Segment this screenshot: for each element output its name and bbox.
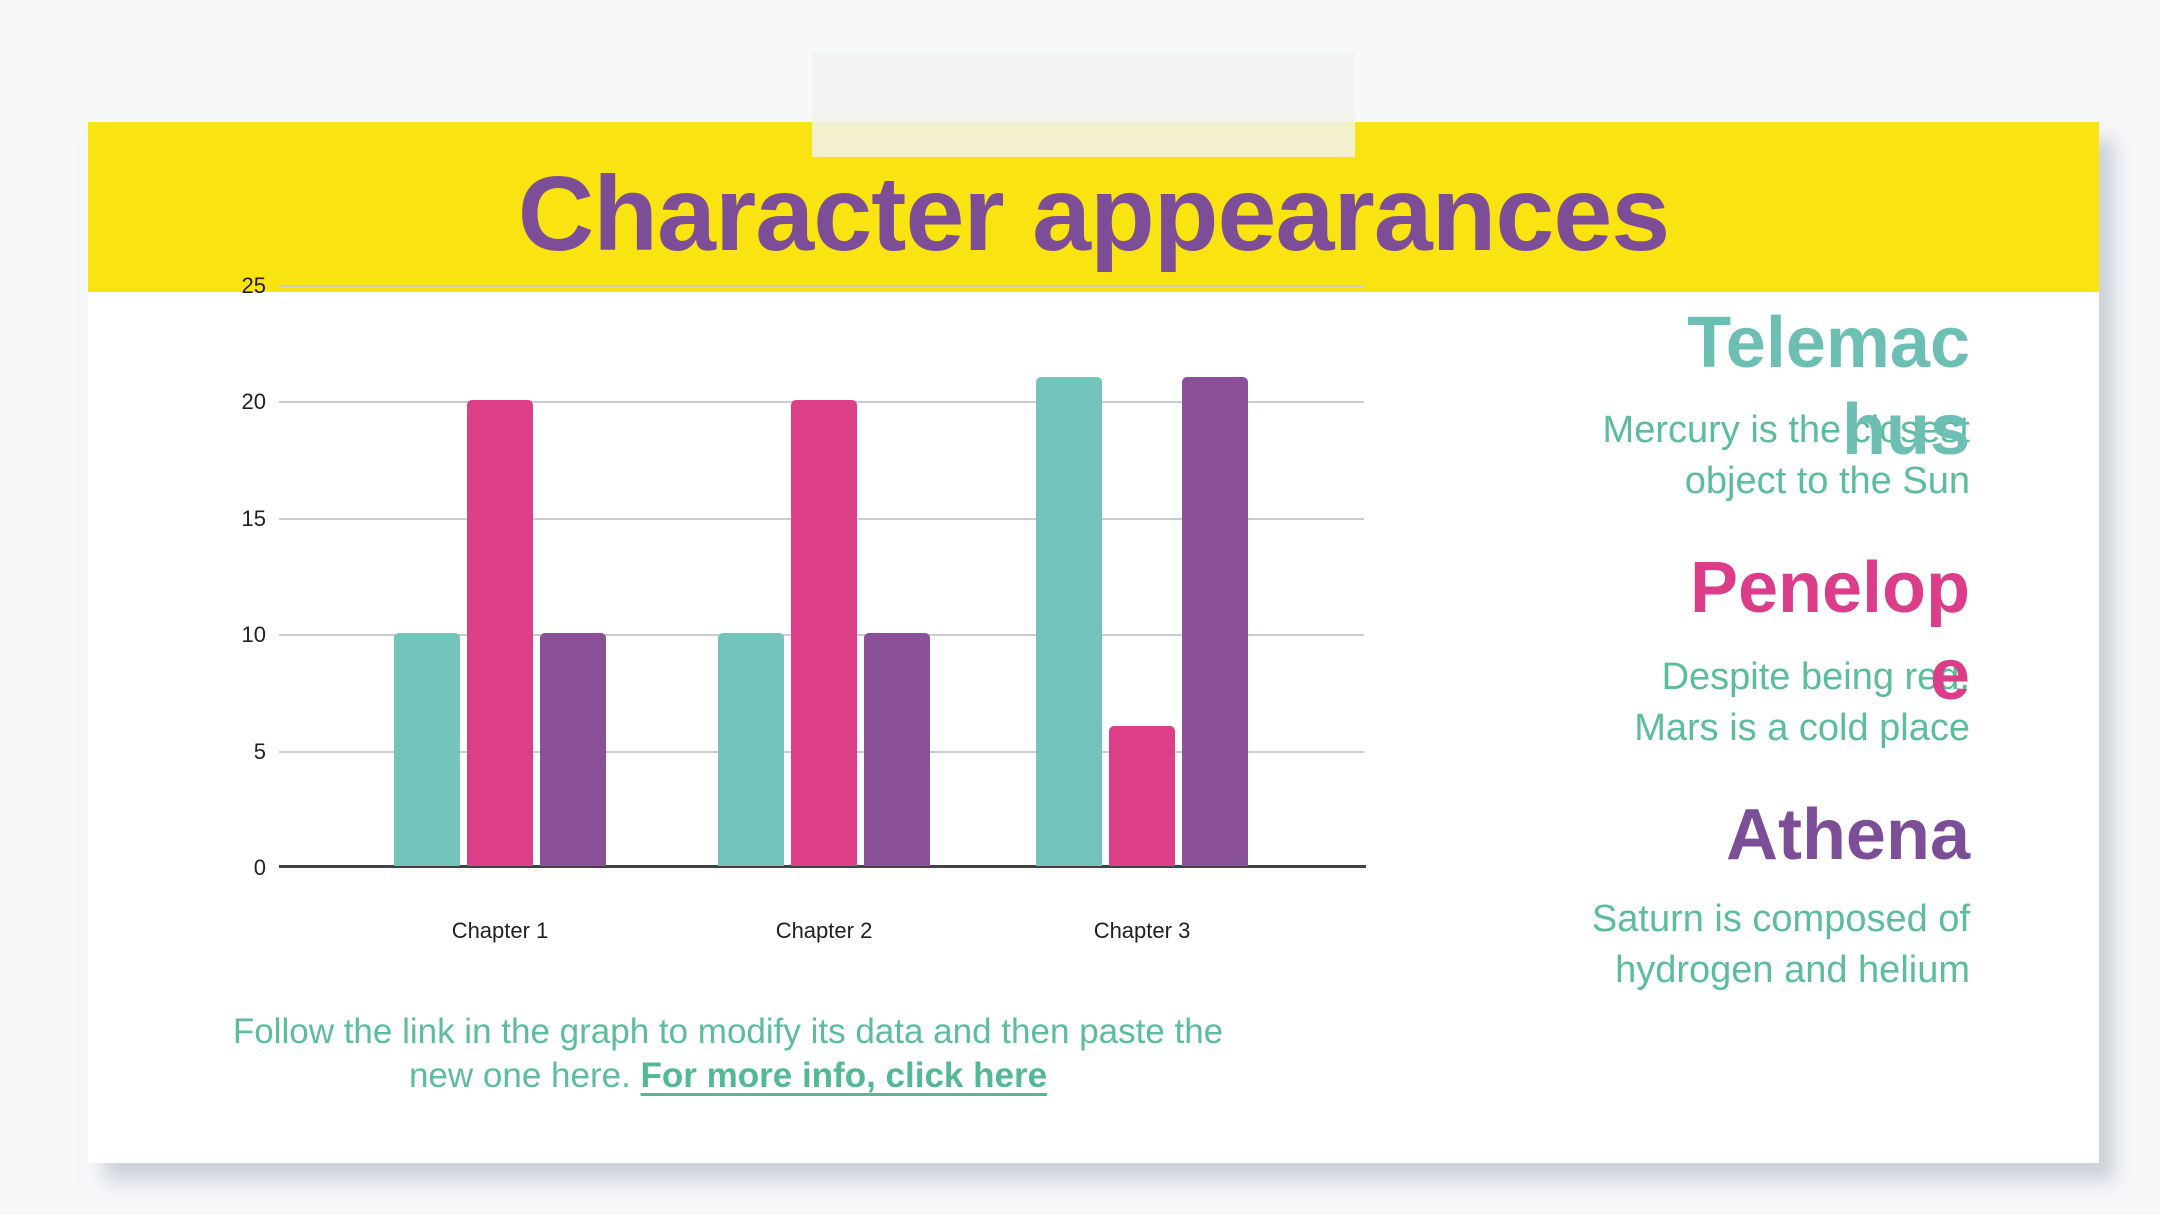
y-axis-label: 25 xyxy=(241,273,266,298)
y-axis-label: 10 xyxy=(241,622,266,648)
y-axis-label: 5 xyxy=(253,738,266,764)
character-description-telemachus: Mercury is the closest object to the Sun xyxy=(1602,409,1970,502)
footnote-text-line2-prefix: new one here. xyxy=(408,1056,641,1095)
y-axis-label: 20 xyxy=(241,389,266,415)
bar-telemachus-chapter-3 xyxy=(1036,377,1102,866)
bar-penelope-chapter-1 xyxy=(467,400,533,866)
bar-penelope-chapter-2 xyxy=(791,400,857,866)
y-axis-label: 15 xyxy=(241,505,266,531)
bar-penelope-chapter-3 xyxy=(1109,726,1175,866)
y-axis-label: 0 xyxy=(253,855,266,880)
x-axis-line xyxy=(279,865,1366,868)
character-heading-penelope: Penelop e xyxy=(1689,548,1970,715)
slide-canvas: Character appearances 0 5 10 15 20 25 Chapter … xyxy=(88,122,2099,1163)
character-heading-telemachus: Telemac hus xyxy=(1687,303,1970,470)
x-axis-label: Chapter 2 xyxy=(775,918,873,943)
embedded-bar-chart: 0 5 10 15 20 25 Chapter 1 Chapter 2 Chapter 3 xyxy=(242,273,1366,943)
bar-athena-chapter-1 xyxy=(540,633,606,866)
slide-title: Character appearances xyxy=(517,154,1671,273)
bar-telemachus-chapter-2 xyxy=(718,633,784,866)
character-description-penelope: Despite being red, Mars is a cold place xyxy=(1634,656,1970,749)
gridline xyxy=(279,285,1364,287)
bar-athena-chapter-2 xyxy=(864,633,930,866)
washi-tape xyxy=(812,52,1355,157)
character-description-athena: Saturn is composed of hydrogen and heliu… xyxy=(1591,898,1970,991)
footnote: Follow the link in the graph to modify i… xyxy=(178,1010,1278,1098)
bar-telemachus-chapter-1 xyxy=(394,633,460,866)
more-info-link[interactable]: For more info, click here xyxy=(640,1056,1048,1095)
chart-plot-area: 0 5 10 15 20 25 Chapter 1 Chapter 2 Chapter 3 xyxy=(242,273,1366,943)
bar-athena-chapter-3 xyxy=(1182,377,1248,866)
x-axis-label: Chapter 1 xyxy=(451,918,549,943)
footnote-text-line1: Follow the link in the graph to modify i… xyxy=(232,1012,1224,1051)
x-axis-label: Chapter 3 xyxy=(1093,918,1191,943)
character-heading-athena: Athena xyxy=(1725,795,1970,875)
